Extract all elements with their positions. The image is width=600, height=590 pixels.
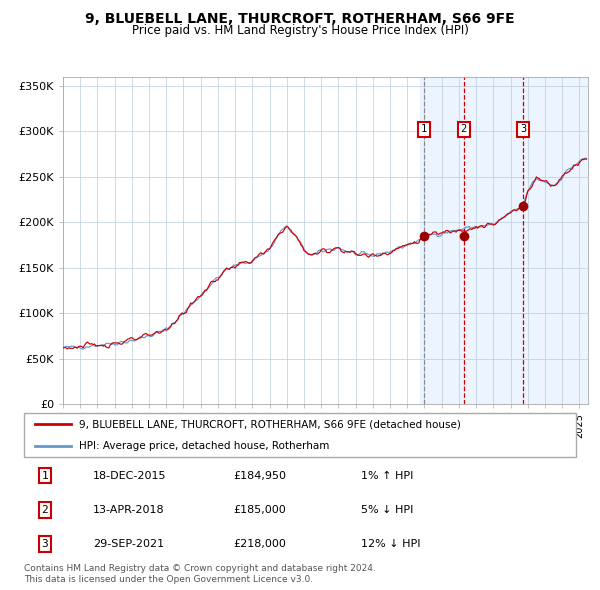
Text: £218,000: £218,000	[234, 539, 287, 549]
Text: 9, BLUEBELL LANE, THURCROFT, ROTHERHAM, S66 9FE: 9, BLUEBELL LANE, THURCROFT, ROTHERHAM, …	[85, 12, 515, 26]
Text: 18-DEC-2015: 18-DEC-2015	[93, 471, 167, 481]
Text: 2: 2	[461, 124, 467, 135]
Text: 29-SEP-2021: 29-SEP-2021	[93, 539, 164, 549]
Text: Price paid vs. HM Land Registry's House Price Index (HPI): Price paid vs. HM Land Registry's House …	[131, 24, 469, 37]
Text: 9, BLUEBELL LANE, THURCROFT, ROTHERHAM, S66 9FE (detached house): 9, BLUEBELL LANE, THURCROFT, ROTHERHAM, …	[79, 419, 461, 429]
FancyBboxPatch shape	[24, 413, 576, 457]
Text: 3: 3	[41, 539, 49, 549]
Text: 1% ↑ HPI: 1% ↑ HPI	[361, 471, 413, 481]
Text: 5% ↓ HPI: 5% ↓ HPI	[361, 505, 413, 514]
Text: 1: 1	[421, 124, 427, 135]
Bar	[420, 77, 588, 404]
Text: 13-APR-2018: 13-APR-2018	[93, 505, 164, 514]
Text: 1: 1	[41, 471, 49, 481]
Text: HPI: Average price, detached house, Rotherham: HPI: Average price, detached house, Roth…	[79, 441, 329, 451]
Text: 2: 2	[41, 505, 49, 514]
Text: 3: 3	[520, 124, 527, 135]
Text: Contains HM Land Registry data © Crown copyright and database right 2024.: Contains HM Land Registry data © Crown c…	[24, 565, 376, 573]
Text: £184,950: £184,950	[234, 471, 287, 481]
Text: This data is licensed under the Open Government Licence v3.0.: This data is licensed under the Open Gov…	[24, 575, 313, 584]
Text: 12% ↓ HPI: 12% ↓ HPI	[361, 539, 420, 549]
Text: £185,000: £185,000	[234, 505, 287, 514]
